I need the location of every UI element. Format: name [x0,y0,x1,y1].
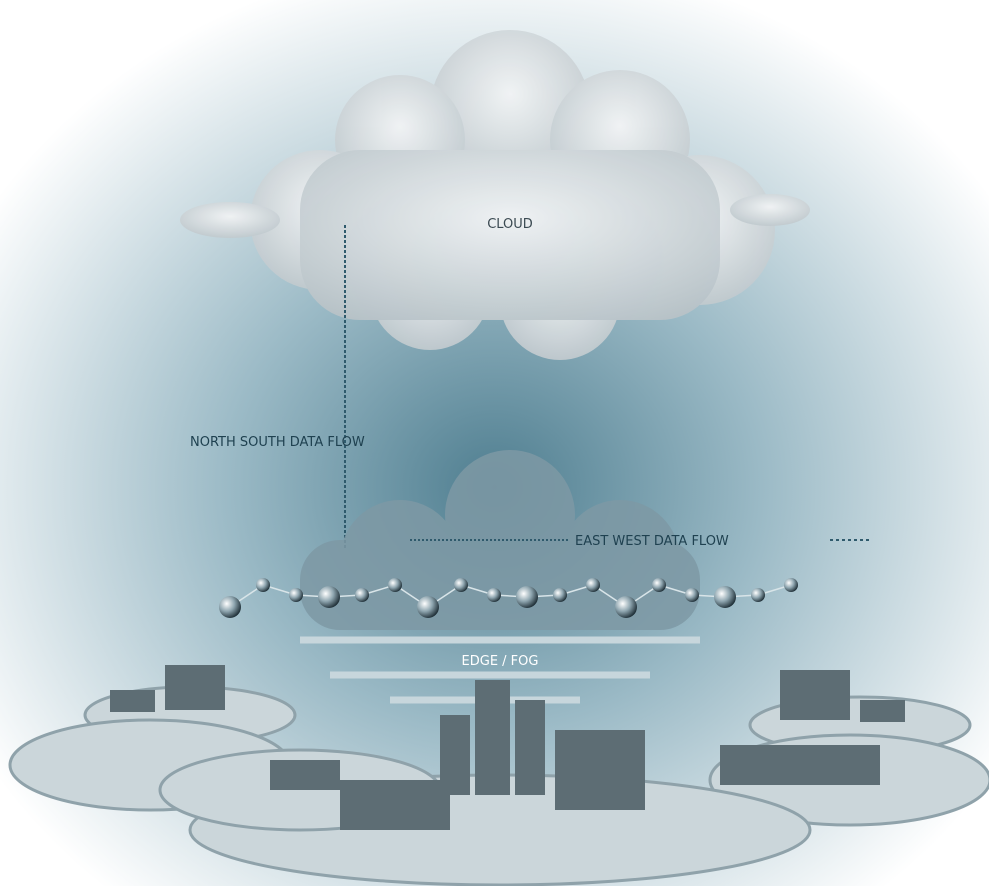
node [256,578,270,592]
node [685,588,699,602]
node-network [219,578,798,618]
cloud-label: CLOUD [487,217,533,232]
node [586,578,600,592]
node [417,596,439,618]
main-cloud [180,30,810,360]
north-south-label: NORTH SOUTH DATA FLOW [190,435,365,450]
buildings [110,665,905,830]
node [516,586,538,608]
node [751,588,765,602]
node [714,586,736,608]
edge-fog-label: EDGE / FOG [462,654,539,669]
node [219,596,241,618]
node [553,588,567,602]
node [784,578,798,592]
node [652,578,666,592]
node [487,588,501,602]
node [318,586,340,608]
node [454,578,468,592]
east-west-label: EAST WEST DATA FLOW [575,534,729,549]
node [388,578,402,592]
node [289,588,303,602]
node [355,588,369,602]
node [615,596,637,618]
